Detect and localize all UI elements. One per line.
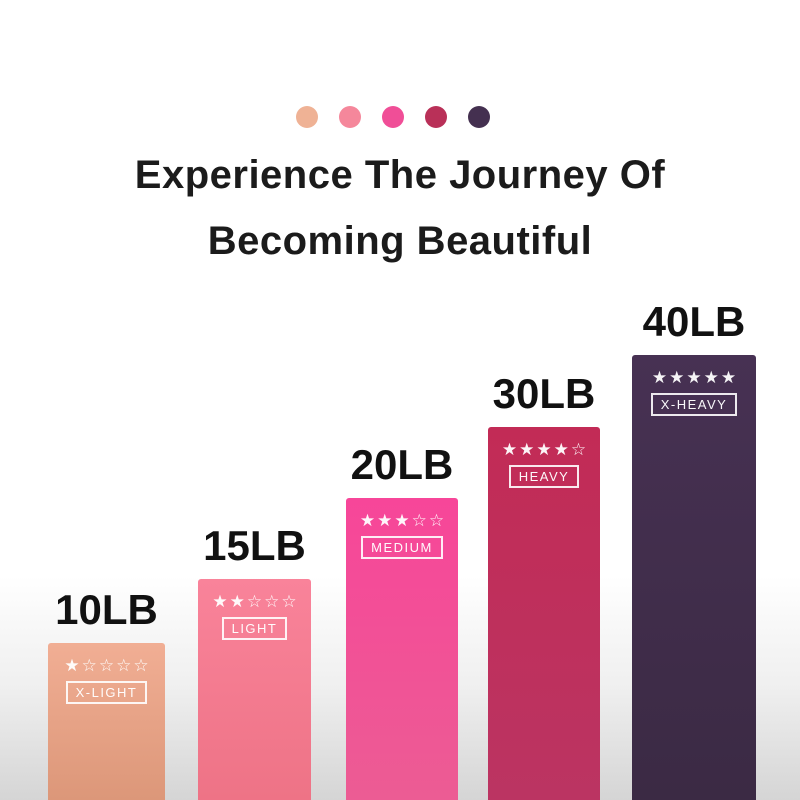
- tier-badge: MEDIUM: [361, 536, 443, 559]
- bar-40lb: 40LB ★★★★★ X-HEAVY: [632, 298, 756, 800]
- palette-dot-heavy: [425, 106, 447, 128]
- star-rating: ★★★★★: [651, 368, 739, 387]
- bar-15lb: 15LB ★★☆☆☆ LIGHT: [198, 522, 311, 800]
- palette-dot-x-heavy: [468, 106, 490, 128]
- palette-dot-medium: [382, 106, 404, 128]
- tier-badge: X-LIGHT: [65, 681, 148, 704]
- tier-badge: HEAVY: [508, 465, 580, 488]
- tier-badge: X-HEAVY: [650, 393, 738, 416]
- page-title-line-2: Becoming Beautiful: [207, 219, 593, 263]
- tier-badge: LIGHT: [221, 617, 288, 640]
- star-rating: ★★★☆☆: [359, 511, 447, 530]
- palette-dot-x-light: [296, 106, 318, 128]
- bar-10lb: 10LB ★☆☆☆☆ X-LIGHT: [48, 586, 165, 800]
- weight-label: 10LB: [55, 586, 158, 633]
- page-title-line-1: Experience The Journey Of: [134, 153, 666, 197]
- star-rating: ★☆☆☆☆: [64, 656, 151, 675]
- bar-20lb: 20LB ★★★☆☆ MEDIUM: [346, 441, 458, 800]
- page-title: Experience The Journey Of Becoming Beaut…: [0, 142, 800, 274]
- weight-label: 30LB: [492, 370, 596, 417]
- weight-label: 20LB: [350, 441, 454, 488]
- weight-label: 15LB: [203, 522, 306, 569]
- bar-30lb: 30LB ★★★★☆ HEAVY: [488, 370, 600, 800]
- star-rating: ★★☆☆☆: [212, 592, 299, 611]
- weight-label: 40LB: [642, 298, 746, 345]
- star-rating: ★★★★☆: [501, 440, 589, 459]
- palette-dots: [0, 106, 793, 128]
- palette-dot-light: [339, 106, 361, 128]
